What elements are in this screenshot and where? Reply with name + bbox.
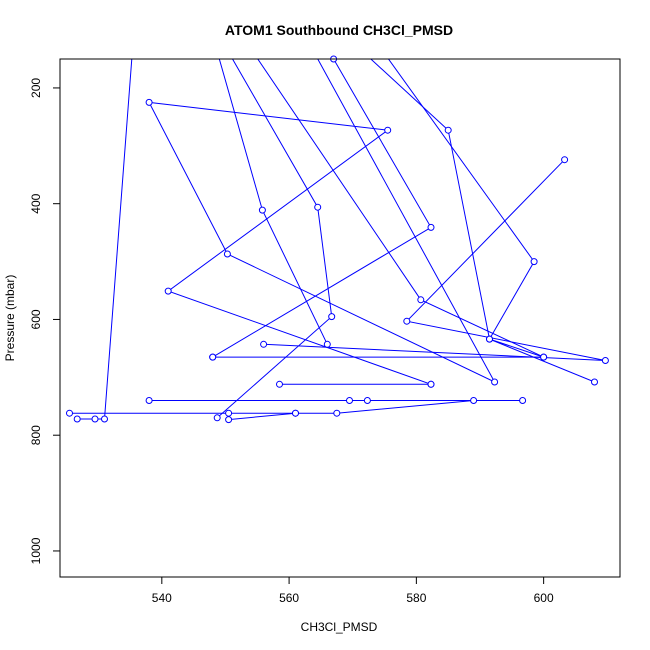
y-axis: 200 400 600 800 1000 — [29, 78, 60, 564]
data-point-7-1 — [601, 357, 609, 364]
data-point-11-0 — [591, 378, 598, 386]
data-point-8-1 — [258, 206, 266, 214]
data-point-0-1 — [101, 415, 108, 423]
data-point-0-2 — [73, 415, 81, 423]
series-line-7 — [263, 159, 606, 361]
data-point-3-0 — [225, 416, 233, 424]
series-line-0 — [77, 59, 133, 420]
data-point-1-4 — [470, 397, 478, 404]
x-tick-label: 540 — [152, 591, 172, 605]
y-tick-label: 400 — [29, 193, 43, 213]
data-point-8-0 — [323, 340, 331, 348]
data-point-7-0 — [260, 340, 268, 348]
x-axis: 540 560 580 600 — [152, 577, 554, 605]
series-line-8 — [218, 59, 328, 345]
data-point-9-3 — [444, 126, 452, 134]
data-point-1-0 — [66, 409, 73, 417]
data-point-2-1 — [328, 313, 336, 321]
series-line-11 — [387, 59, 595, 383]
series-line-9 — [212, 59, 544, 358]
series-line-6 — [212, 59, 432, 358]
data-point-5-5 — [491, 378, 499, 386]
x-tick-label: 580 — [406, 591, 426, 605]
data-point-5-2 — [384, 126, 392, 134]
data-point-1-6 — [363, 397, 371, 404]
data-point-10-1 — [417, 296, 425, 304]
data-point-10-0 — [540, 353, 548, 361]
data-point-1-8 — [145, 397, 153, 404]
y-tick-label: 200 — [29, 78, 43, 98]
data-point-7-2 — [403, 317, 411, 325]
data-point-0-3 — [91, 415, 99, 423]
data-point-1-5 — [519, 397, 527, 404]
data-point-11-2 — [530, 258, 538, 266]
y-tick-label: 1000 — [29, 537, 43, 564]
data-point-4-0 — [276, 380, 283, 388]
data-point-7-3 — [561, 156, 569, 164]
chart-title: ATOM1 Southbound CH3Cl_PMSD — [225, 22, 453, 38]
y-tick-label: 800 — [29, 425, 43, 445]
data-point-11-1 — [486, 335, 493, 343]
data-point-2-2 — [314, 203, 322, 211]
series-line-2 — [216, 59, 333, 419]
plot-frame — [59, 58, 621, 578]
data-point-6-1 — [427, 223, 435, 231]
series-line-3 — [228, 412, 296, 421]
x-axis-label: CH3Cl_PMSD — [301, 620, 378, 634]
data-point-5-1 — [164, 287, 172, 295]
data-point-9-0 — [209, 353, 217, 361]
series-layer — [69, 59, 606, 421]
data-point-1-1 — [225, 409, 233, 417]
data-point-2-0 — [213, 414, 221, 422]
data-point-3-1 — [292, 409, 299, 417]
points-layer — [66, 55, 609, 424]
y-axis-label: Pressure (mbar) — [3, 275, 17, 362]
x-tick-label: 560 — [279, 591, 299, 605]
data-point-5-4 — [223, 250, 231, 258]
data-point-5-0 — [427, 380, 435, 388]
data-point-1-3 — [333, 409, 341, 417]
data-point-5-3 — [145, 98, 153, 106]
y-tick-label: 600 — [29, 309, 43, 329]
x-tick-label: 600 — [534, 591, 554, 605]
data-point-1-7 — [346, 397, 353, 404]
